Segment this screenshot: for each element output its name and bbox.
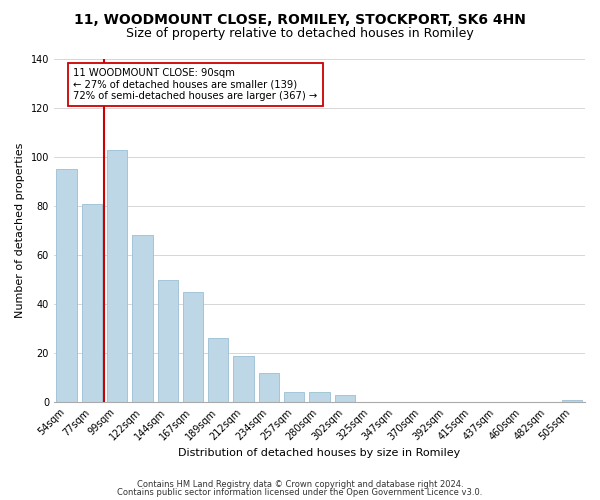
- Bar: [107, 150, 127, 402]
- Bar: [56, 170, 77, 402]
- Text: Contains public sector information licensed under the Open Government Licence v3: Contains public sector information licen…: [118, 488, 482, 497]
- Bar: [82, 204, 102, 402]
- Bar: [183, 292, 203, 402]
- Text: Contains HM Land Registry data © Crown copyright and database right 2024.: Contains HM Land Registry data © Crown c…: [137, 480, 463, 489]
- Bar: [310, 392, 329, 402]
- Text: 11 WOODMOUNT CLOSE: 90sqm
← 27% of detached houses are smaller (139)
72% of semi: 11 WOODMOUNT CLOSE: 90sqm ← 27% of detac…: [73, 68, 317, 101]
- Bar: [133, 236, 152, 402]
- X-axis label: Distribution of detached houses by size in Romiley: Distribution of detached houses by size …: [178, 448, 461, 458]
- Bar: [259, 372, 279, 402]
- Text: Size of property relative to detached houses in Romiley: Size of property relative to detached ho…: [126, 28, 474, 40]
- Bar: [158, 280, 178, 402]
- Bar: [562, 400, 583, 402]
- Text: 11, WOODMOUNT CLOSE, ROMILEY, STOCKPORT, SK6 4HN: 11, WOODMOUNT CLOSE, ROMILEY, STOCKPORT,…: [74, 12, 526, 26]
- Y-axis label: Number of detached properties: Number of detached properties: [15, 143, 25, 318]
- Bar: [233, 356, 254, 402]
- Bar: [335, 394, 355, 402]
- Bar: [284, 392, 304, 402]
- Bar: [208, 338, 229, 402]
